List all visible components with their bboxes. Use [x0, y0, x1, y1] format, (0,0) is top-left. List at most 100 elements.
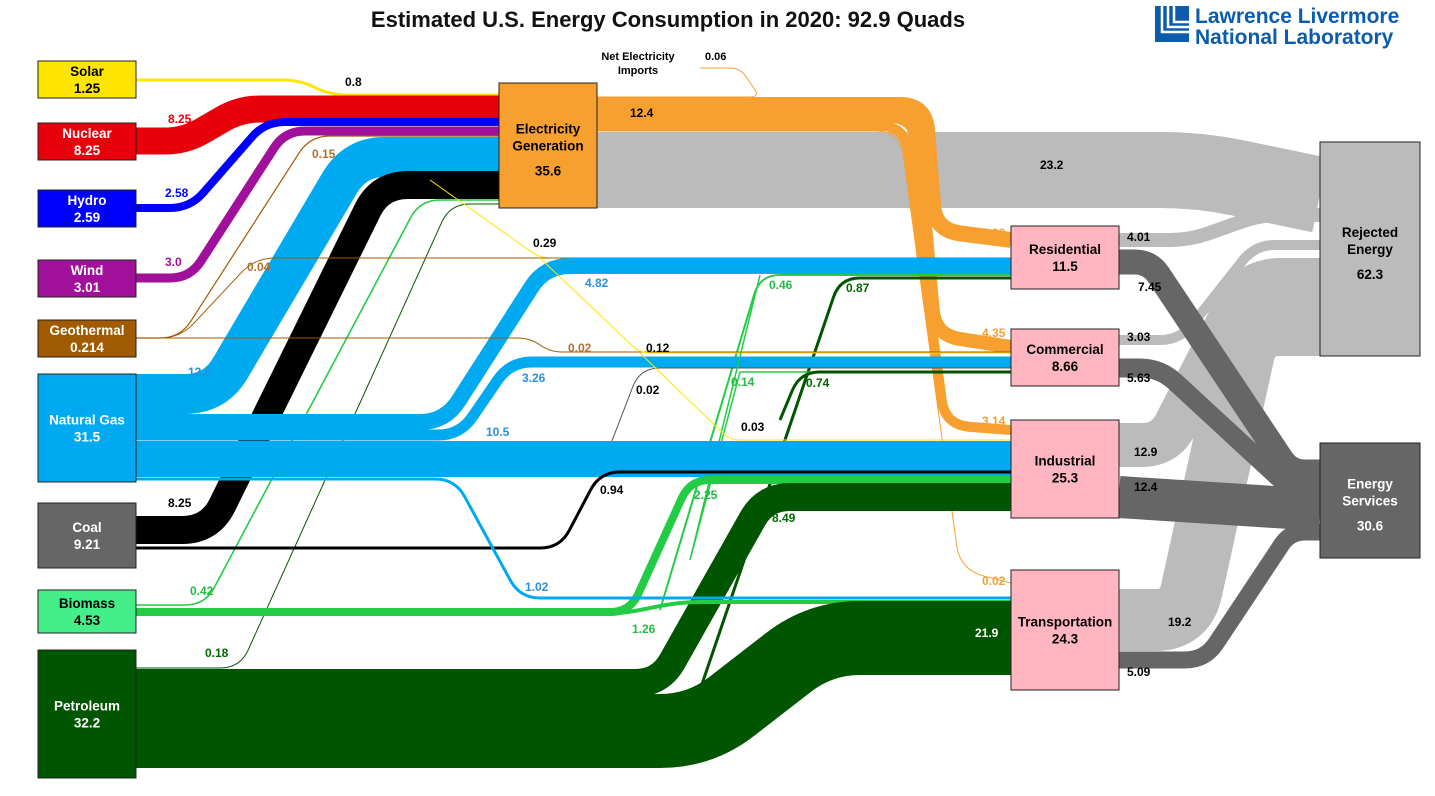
flow-label: 0.04: [247, 260, 271, 274]
chart-title: Estimated U.S. Energy Consumption in 202…: [371, 7, 965, 32]
flow-label: 19.2: [1168, 615, 1192, 629]
source-geothermal-label: 0.214: [70, 340, 104, 355]
flow-net-imports: [597, 67, 757, 98]
source-solar: Solar 1.25: [37, 60, 137, 99]
energy-services-label: Services: [1342, 494, 1398, 509]
source-petroleum-box: [37, 649, 137, 779]
flow-label: 21.9: [975, 626, 999, 640]
flow-ng-res: [136, 258, 1011, 430]
energy-services-label: 30.6: [1357, 519, 1384, 534]
flow-petro-trans: [136, 601, 1011, 768]
rejected-energy-box: [1319, 141, 1421, 357]
source-nuclear-box: [37, 122, 137, 161]
flow-biomass-trans: [136, 600, 1011, 616]
flow-com-rejected: [1119, 240, 1320, 345]
energy-services: Energy Services 30.6: [1319, 442, 1421, 559]
sector-transportation-label: Transportation: [1018, 615, 1113, 630]
energy-services-box: [1319, 442, 1421, 559]
flow-res-rejected: [1119, 208, 1320, 247]
logo-line1: Lawrence Livermore: [1195, 5, 1399, 28]
source-natural-gas-label: 31.5: [74, 430, 101, 445]
flow-label: 0.18: [205, 646, 229, 660]
flow-label: 1.26: [632, 622, 656, 636]
flow-label: 0.12: [646, 341, 670, 355]
source-biomass-box: [37, 589, 137, 634]
source-coal-label: Coal: [72, 520, 101, 535]
flow-elec-rejected: [597, 132, 1328, 233]
logo-line2: National Laboratory: [1195, 26, 1394, 49]
source-hydro: Hydro 2.59: [37, 189, 137, 228]
source-biomass-label: 4.53: [74, 613, 101, 628]
energy-services-label: Energy: [1347, 477, 1393, 492]
llnl-logo: Lawrence Livermore National Laboratory: [1155, 5, 1399, 49]
flow-elec-commercial: [597, 109, 1013, 354]
flow-biomass-res: [659, 274, 1011, 611]
source-petroleum-label: 32.2: [74, 716, 100, 731]
sector-transportation: Transportation 24.3: [1010, 569, 1120, 691]
flow-biomass-elec: [136, 199, 499, 606]
flow-label: 8.25: [168, 112, 192, 126]
flow-label: 0.03: [741, 420, 765, 434]
flow-label: 3.0: [165, 255, 182, 269]
flow-geo-res: [136, 257, 1011, 339]
sector-transportation-box: [1010, 569, 1120, 691]
sector-residential-box: [1010, 225, 1120, 290]
source-hydro-box: [37, 189, 137, 228]
flow-res-services: [1119, 249, 1320, 485]
flow-ind-services: [1117, 476, 1322, 531]
source-coal-label: 9.21: [74, 537, 101, 552]
net-imports-line2: Imports: [618, 65, 658, 77]
net-imports-line1: Net Electricity: [601, 51, 675, 63]
flow-label: 0.02: [636, 383, 660, 397]
source-hydro-label: 2.59: [74, 210, 100, 225]
flow-label: 0.42: [190, 584, 214, 598]
source-wind: Wind 3.01: [37, 259, 137, 298]
flow-elec-residential: [597, 97, 1013, 248]
flow-label: 5.63: [1127, 371, 1151, 385]
flow-solar-elec: [136, 78, 499, 97]
flow-label: 3.03: [1127, 330, 1151, 344]
source-nuclear: Nuclear 8.25: [37, 122, 137, 161]
sector-commercial-label: 8.66: [1052, 359, 1079, 374]
source-petroleum: Petroleum 32.2: [37, 649, 137, 779]
flow-label: 4.35: [982, 326, 1006, 340]
source-nuclear-label: Nuclear: [62, 126, 112, 141]
flow-label: 2.25: [694, 488, 718, 502]
flow-label: 0.8: [345, 75, 362, 89]
flow-label: 0.29: [533, 236, 557, 250]
flow-label: 8.25: [168, 496, 192, 510]
source-natural-gas: Natural Gas 31.5: [37, 373, 137, 483]
flow-labels: 0.8 8.25 2.58 3.0 0.15 0.04 12.0 8.25 0.42 0.18 12…: [165, 75, 1192, 679]
flow-coal-com: [599, 367, 1011, 473]
source-petroleum-label: Petroleum: [54, 699, 120, 714]
flow-label: 0.46: [769, 278, 793, 292]
rejected-energy-label: Rejected: [1342, 225, 1398, 240]
source-natural-gas-box: [37, 373, 137, 483]
flow-geo-com: [136, 337, 1011, 353]
sector-residential-label: Residential: [1029, 242, 1101, 257]
flow-elec-transport: [597, 130, 1012, 584]
flow-label: 0.74: [806, 376, 830, 390]
flows: [136, 67, 1328, 768]
flow-trans-rejected: [1119, 294, 1320, 651]
flow-label: 7.45: [1138, 280, 1162, 294]
flow-label: 0.02: [982, 574, 1006, 588]
flow-label: 0.15: [312, 147, 336, 161]
source-solar-label: Solar: [70, 64, 105, 79]
flow-solar-ind: [639, 352, 1011, 441]
electricity-generation-label: Electricity: [516, 122, 581, 137]
flow-com-services: [1119, 358, 1320, 498]
source-coal: Coal 9.21: [37, 502, 137, 569]
sector-commercial-box: [1010, 328, 1120, 387]
flow-label: 0.14: [731, 375, 755, 389]
source-biomass-label: Biomass: [59, 596, 115, 611]
flow-label: 1.02: [525, 580, 549, 594]
flow-label: 3.26: [522, 371, 546, 385]
flow-label: 0.94: [600, 483, 624, 497]
flow-label: 12.0: [188, 365, 212, 379]
sector-industrial: Industrial 25.3: [1010, 419, 1120, 519]
sector-industrial-label: Industrial: [1035, 454, 1096, 469]
flow-petro-ind: [136, 483, 1011, 697]
rejected-energy-label: 62.3: [1357, 267, 1384, 282]
sector-transportation-label: 24.3: [1052, 632, 1079, 647]
